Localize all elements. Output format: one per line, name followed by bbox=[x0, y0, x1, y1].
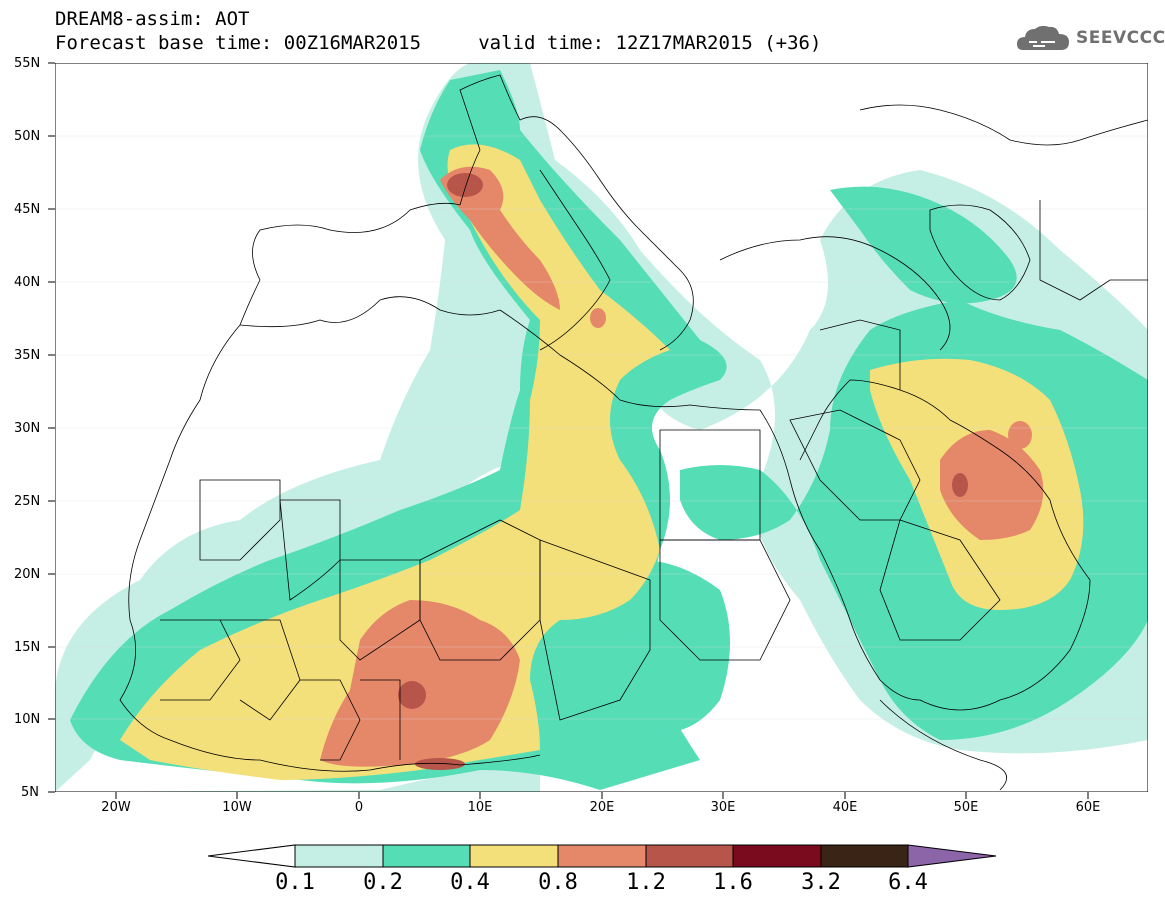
lat-label-35n: 35N bbox=[14, 348, 41, 363]
map-title: DREAM8-assim: AOT bbox=[55, 8, 250, 30]
lat-label-30n: 30N bbox=[14, 421, 41, 436]
lon-label-10e: 10E bbox=[467, 800, 493, 815]
lat-label-50n: 50N bbox=[14, 129, 41, 144]
colorbar-label: 6.4 bbox=[888, 870, 928, 895]
lon-label-40e: 40E bbox=[832, 800, 858, 815]
cloud-icon bbox=[1017, 25, 1069, 50]
lon-label-20w: 20W bbox=[101, 800, 131, 815]
forecast-time-line: Forecast base time: 00Z16MAR2015 valid t… bbox=[55, 32, 822, 54]
colorbar-label: 0.1 bbox=[275, 870, 315, 895]
colorbar-label: 0.8 bbox=[538, 870, 578, 895]
lon-label-30e: 30E bbox=[710, 800, 736, 815]
logo-text: SEEVCCC bbox=[1076, 28, 1165, 48]
lat-label-15n: 15N bbox=[14, 640, 41, 655]
lat-label-20n: 20N bbox=[14, 567, 41, 582]
colorbar-label: 1.2 bbox=[626, 870, 666, 895]
colorbar bbox=[207, 844, 997, 868]
colorbar-label: 1.6 bbox=[713, 870, 753, 895]
lat-label-45n: 45N bbox=[14, 202, 41, 217]
lat-label-40n: 40N bbox=[14, 275, 41, 290]
lat-label-5n: 5N bbox=[21, 785, 39, 800]
lon-label-10w: 10W bbox=[222, 800, 252, 815]
lat-label-25n: 25N bbox=[14, 494, 41, 509]
colorbar-label: 3.2 bbox=[801, 870, 841, 895]
colorbar-label: 0.4 bbox=[450, 870, 490, 895]
lon-label-0: 0 bbox=[354, 800, 364, 815]
lon-label-50e: 50E bbox=[953, 800, 979, 815]
lat-label-55n: 55N bbox=[14, 56, 41, 71]
lon-label-20e: 20E bbox=[589, 800, 615, 815]
colorbar-label: 0.2 bbox=[363, 870, 403, 895]
lon-label-60e: 60E bbox=[1075, 800, 1101, 815]
lat-label-10n: 10N bbox=[14, 712, 41, 727]
